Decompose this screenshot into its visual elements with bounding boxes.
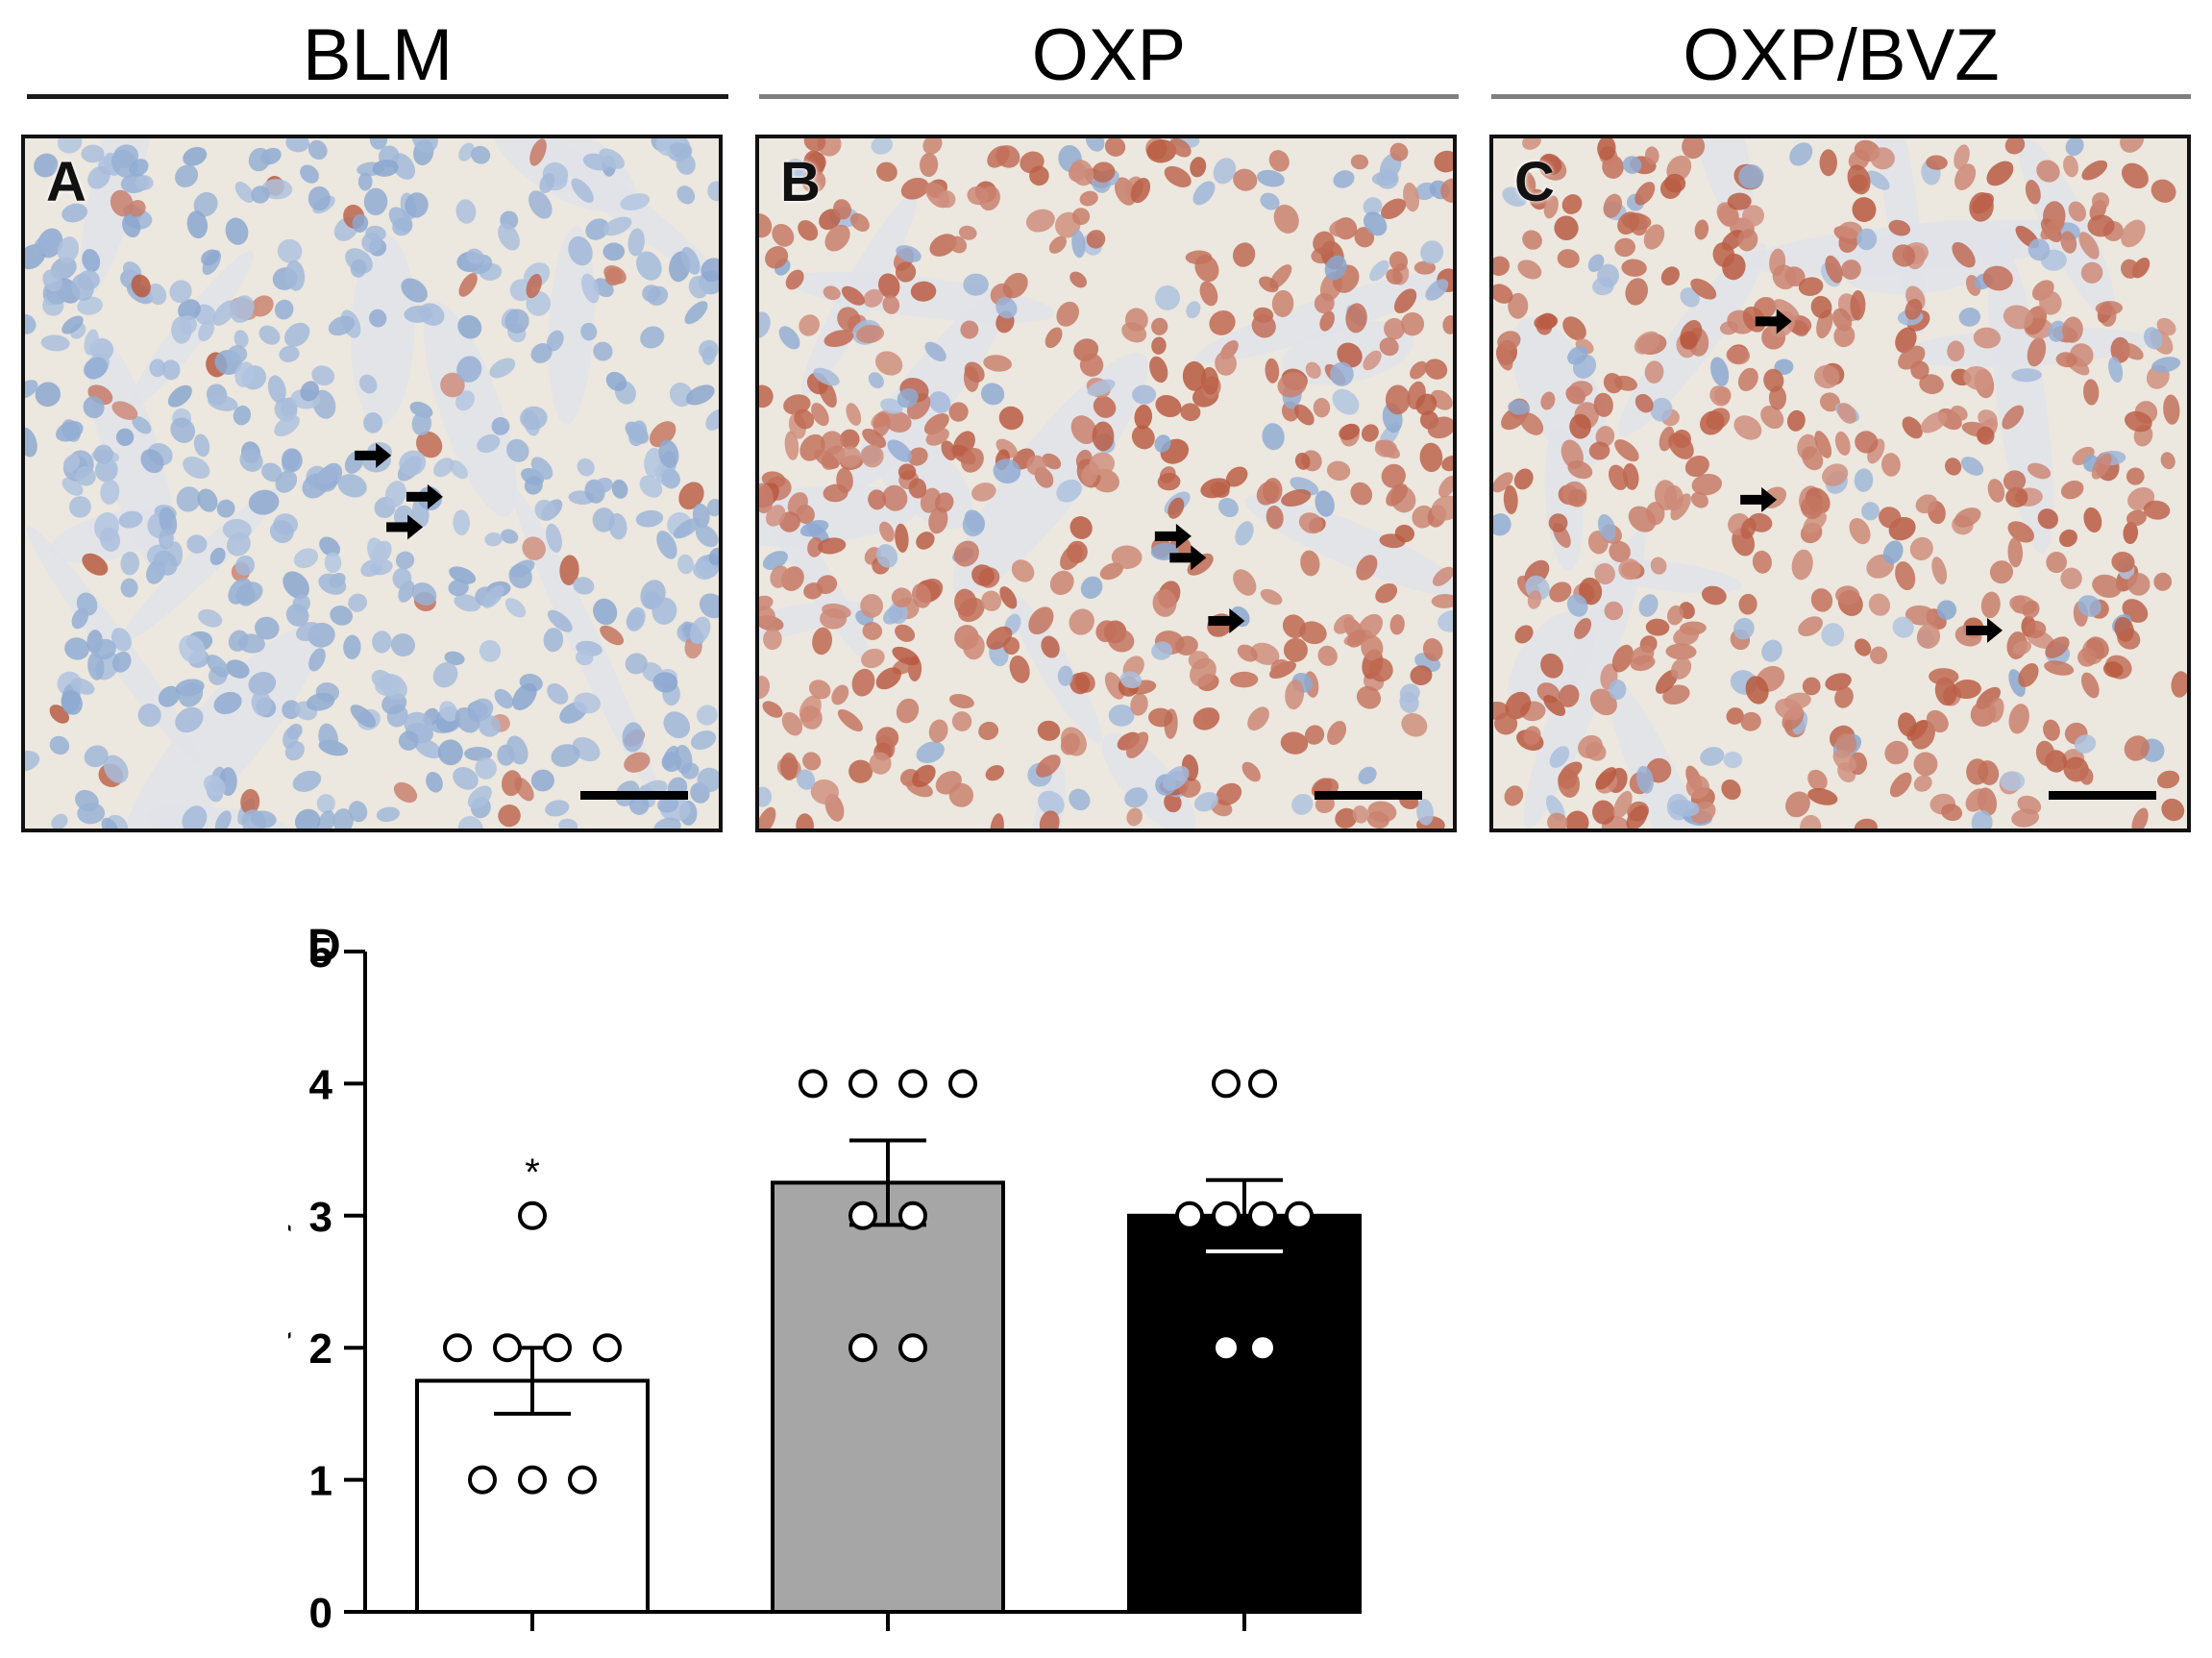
data-point	[568, 1465, 597, 1495]
data-point	[543, 1333, 572, 1363]
arrow-marker-icon	[355, 442, 392, 468]
panel-letter: C	[1514, 151, 1555, 213]
arrow-marker-icon	[1154, 523, 1192, 549]
group-rule	[759, 94, 1459, 99]
data-point	[1248, 1069, 1277, 1099]
bar-oxp	[771, 1180, 1005, 1614]
group-title: OXP	[1031, 14, 1187, 96]
arrow-marker-icon	[1740, 486, 1778, 512]
tissue-image	[759, 138, 1453, 829]
data-point	[1175, 1200, 1204, 1230]
panel-letter: A	[46, 151, 86, 213]
arrow-marker-icon	[406, 483, 443, 509]
group-title: BLM	[302, 14, 454, 96]
panel-letter: D	[307, 921, 341, 972]
y-tick-label: 2	[309, 1325, 332, 1373]
data-point	[848, 1069, 877, 1099]
scale-bar	[1315, 791, 1422, 800]
data-point	[799, 1069, 827, 1099]
data-point	[1285, 1200, 1314, 1230]
group-header-oxp: OXP	[759, 0, 1459, 99]
y-tick-label: 1	[309, 1458, 332, 1505]
y-tick-label: 5	[309, 929, 332, 977]
bar-oxp-bvz	[1127, 1213, 1362, 1614]
arrow-marker-icon	[386, 514, 424, 540]
scale-bar	[580, 791, 688, 800]
tissue-image	[1493, 138, 2187, 829]
data-point	[848, 1333, 877, 1363]
data-point	[468, 1465, 497, 1495]
group-rule	[27, 94, 728, 99]
data-point	[948, 1069, 977, 1099]
micrograph-panel-c: C	[1489, 135, 2191, 832]
data-point	[1248, 1200, 1277, 1230]
data-point	[898, 1200, 927, 1230]
significance-marker: *	[525, 1151, 540, 1194]
tissue-image	[25, 138, 719, 829]
data-point	[493, 1333, 522, 1363]
y-axis-label-line2: (Index)	[288, 1219, 291, 1345]
arrow-marker-icon	[1755, 309, 1792, 334]
bar-blm	[415, 1378, 650, 1614]
data-point	[518, 1200, 547, 1230]
y-tick-label: 0	[309, 1590, 332, 1637]
data-point	[848, 1200, 877, 1230]
micrograph-panel-a: A	[21, 135, 723, 832]
data-point	[443, 1333, 472, 1363]
y-tick-label: 4	[309, 1061, 333, 1108]
data-point	[898, 1069, 927, 1099]
scale-bar	[2049, 791, 2156, 800]
arrow-marker-icon	[1966, 617, 2003, 643]
data-point	[518, 1465, 547, 1495]
group-header-blm: BLM	[27, 0, 728, 99]
panel-letter: B	[780, 151, 821, 213]
group-rule	[1491, 94, 2191, 99]
data-point	[898, 1333, 927, 1363]
group-header-oxp-bvz: OXP/BVZ	[1491, 0, 2191, 99]
arrow-marker-icon	[1208, 608, 1245, 634]
y-tick-label: 3	[309, 1194, 332, 1241]
bar-chart: D012345PCNA-positive cells(Index)BLM*OXP…	[205, 921, 1362, 1637]
bar-chart-panel-d: D012345PCNA-positive cells(Index)BLM*OXP…	[205, 913, 1874, 1653]
micrograph-panel-b: B	[755, 135, 1457, 832]
arrow-marker-icon	[1169, 545, 1207, 571]
group-title: OXP/BVZ	[1683, 14, 2000, 96]
data-point	[1212, 1200, 1241, 1230]
data-point	[1212, 1333, 1241, 1363]
data-point	[1248, 1333, 1277, 1363]
data-point	[593, 1333, 622, 1363]
data-point	[1212, 1069, 1241, 1099]
